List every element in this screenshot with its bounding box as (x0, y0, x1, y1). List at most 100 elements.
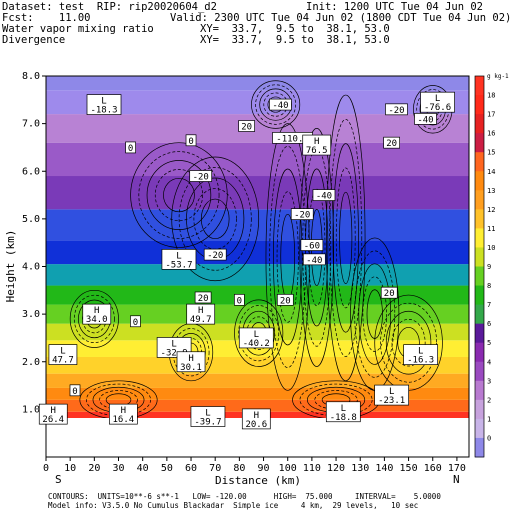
colorbar-label: 10 (487, 244, 495, 252)
extremum-label: H30.1 (176, 351, 206, 373)
svg-text:H: H (121, 406, 126, 416)
divergence-contour (251, 80, 301, 129)
y-tick-label: 7.0 (22, 119, 40, 130)
x-tick-label: 50 (161, 463, 173, 474)
colorbar-label: 2 (487, 396, 491, 404)
svg-text:L: L (389, 387, 394, 397)
svg-text:-40.2: -40.2 (243, 339, 270, 349)
colorbar-label: 13 (487, 187, 495, 195)
svg-text:L: L (60, 347, 65, 357)
colorbar-unit: g kg-1 (487, 73, 509, 80)
moisture-band (46, 264, 469, 286)
colorbar-swatch (475, 95, 484, 115)
colorbar-label: 1 (487, 415, 491, 423)
field1-name: Water vapor mixing ratio (2, 23, 154, 35)
divergence-contour (130, 142, 228, 248)
extremum-label: L-40.2 (238, 327, 274, 349)
svg-text:47.7: 47.7 (52, 356, 74, 366)
moisture-band (46, 240, 469, 265)
divergence-contour (163, 177, 195, 213)
svg-text:-18.8: -18.8 (330, 413, 357, 423)
extremum-label: L47.7 (48, 344, 78, 366)
colorbar-swatch (475, 247, 484, 267)
svg-text:-20: -20 (294, 211, 310, 221)
svg-text:-40: -40 (417, 115, 433, 125)
colorbar-swatch (475, 133, 484, 153)
divergence-contour (138, 151, 220, 239)
fcst-line: Fcst: 11.00 (2, 12, 91, 24)
divergence-contour (238, 305, 280, 362)
contour-label: -40 (312, 189, 336, 202)
svg-text:-20: -20 (388, 106, 404, 116)
colorbar-label: 7 (487, 301, 491, 309)
divergence-contour (273, 168, 303, 346)
colorbar-label: 11 (487, 225, 495, 233)
extremum-label: L-16.3 (403, 344, 439, 366)
y-tick-label: 5.0 (22, 214, 40, 225)
moisture-band (46, 90, 469, 115)
divergence-contour (335, 167, 356, 309)
divergence-contour (86, 383, 151, 417)
colorbar-label: 6 (487, 320, 491, 328)
divergence-contour (332, 143, 359, 333)
colorbar-swatch (475, 266, 484, 287)
svg-text:H: H (314, 137, 319, 147)
y-tick-label: 6.0 (22, 166, 40, 177)
divergence-contour (146, 160, 212, 230)
colorbar-label: 5 (487, 339, 491, 347)
field2-name: Divergence (2, 34, 66, 46)
colorbar-swatch (475, 114, 484, 134)
divergence-contour (73, 294, 115, 343)
colorbar-swatch (475, 380, 484, 401)
moisture-band (46, 387, 469, 400)
x-tick-label: 70 (209, 463, 221, 474)
moisture-band (46, 399, 469, 412)
y-tick-label: 1.0 (22, 404, 40, 415)
svg-text:0: 0 (237, 296, 242, 306)
extremum-label: H76.5 (302, 134, 332, 156)
svg-text:-53.7: -53.7 (165, 260, 192, 270)
colorbar-label: 0 (487, 434, 491, 442)
svg-text:16.4: 16.4 (113, 415, 135, 425)
svg-text:H: H (188, 354, 193, 364)
contour-label: -40 (269, 98, 292, 111)
divergence-contour (69, 289, 119, 348)
colorbar-swatch (475, 304, 484, 325)
x-tick-label: 100 (279, 463, 297, 474)
extremum-label: L-76.6 (420, 91, 455, 113)
moisture-band (46, 76, 469, 91)
colorbar-swatch (475, 437, 484, 458)
colorbar-swatch (475, 152, 484, 172)
divergence-contour (200, 198, 230, 240)
model-info: Model info: V3.5.0 No Cumulus Blackadar … (48, 501, 419, 510)
divergence-contour (391, 319, 426, 367)
svg-text:-40: -40 (306, 256, 322, 266)
colorbar-swatch (475, 361, 484, 382)
x-tick-label: 140 (375, 463, 393, 474)
contour-label: -20 (189, 170, 213, 183)
svg-text:L: L (341, 404, 346, 414)
svg-text:H: H (254, 411, 259, 421)
divergence-contour (385, 310, 432, 375)
svg-text:L: L (418, 347, 423, 357)
x-tick-label: 130 (351, 463, 369, 474)
contour-label: 0 (125, 141, 136, 154)
contour-label: -20 (290, 208, 314, 221)
svg-text:49.7: 49.7 (190, 315, 212, 325)
colorbar-swatch (475, 342, 484, 363)
svg-text:-39.7: -39.7 (194, 418, 221, 428)
contour-label: 0 (130, 315, 141, 328)
divergence-contour (354, 250, 396, 378)
colorbar-swatch (475, 171, 484, 191)
x-tick-label: 0 (43, 463, 49, 474)
x-tick-label: 40 (137, 463, 149, 474)
colorbar-swatch (475, 209, 484, 229)
divergence-contour (178, 167, 252, 271)
moisture-band (46, 340, 469, 357)
divergence-contour (276, 191, 299, 323)
compass-south: S (55, 473, 62, 486)
contour-label: 20 (276, 293, 294, 306)
divergence-contour (326, 94, 366, 382)
svg-text:20: 20 (241, 123, 252, 133)
